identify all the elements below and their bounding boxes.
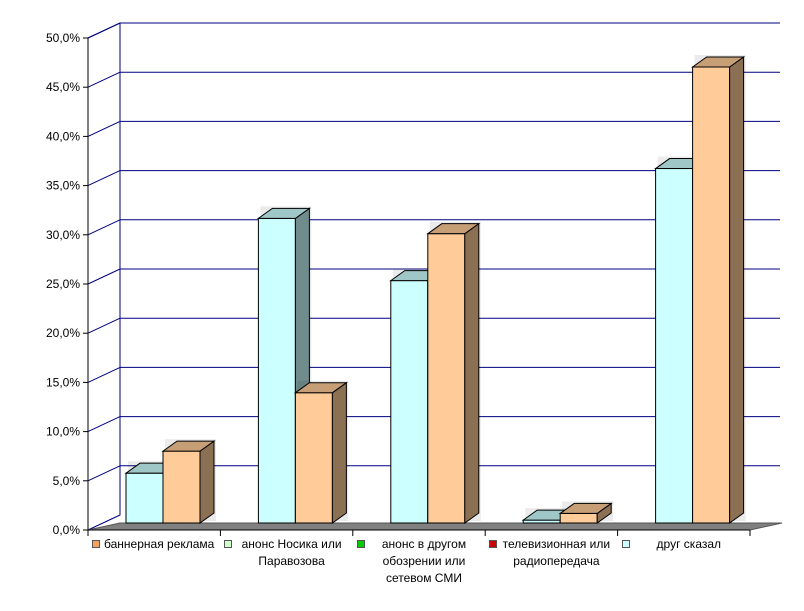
gridline-side bbox=[87, 170, 121, 187]
bar-front bbox=[125, 472, 164, 524]
legend-swatch bbox=[92, 540, 100, 548]
y-tick-label: 30,0% bbox=[46, 228, 80, 242]
bar-front bbox=[559, 512, 598, 524]
legend-swatch bbox=[356, 540, 365, 548]
bar-side bbox=[199, 440, 215, 524]
bar-top bbox=[558, 502, 613, 514]
bar-front bbox=[162, 450, 201, 524]
gridline-side bbox=[87, 465, 121, 482]
category-text-line: баннерная реклама bbox=[104, 537, 215, 551]
y-tick-label: 45,0% bbox=[46, 80, 80, 94]
y-tick-label: 40,0% bbox=[46, 129, 80, 143]
bar bbox=[426, 221, 481, 524]
category-text-line: сетевом СМИ bbox=[386, 571, 462, 585]
category-text: телевизионная или радиопередача bbox=[497, 536, 615, 570]
category-text-line: обозрении или bbox=[382, 554, 466, 568]
y-tick-label: 0,0% bbox=[53, 523, 81, 537]
bar-front bbox=[655, 168, 694, 524]
gridline-side bbox=[87, 317, 121, 334]
y-tick-label: 20,0% bbox=[46, 326, 80, 340]
bar-top bbox=[691, 56, 746, 68]
category-text: анонс в другом обозрении или сетевом СМИ bbox=[365, 536, 483, 587]
y-tick-label: 25,0% bbox=[46, 277, 80, 291]
bar-top bbox=[256, 207, 311, 219]
bars bbox=[124, 54, 746, 524]
bar bbox=[558, 501, 614, 524]
bar bbox=[691, 54, 746, 524]
gridline-side bbox=[87, 120, 121, 137]
y-tick-label: 50,0% bbox=[46, 31, 80, 45]
y-tick-label: 10,0% bbox=[46, 425, 80, 439]
bar-front bbox=[390, 280, 429, 524]
y-axis: 0,0% 5,0% 10,0% 15,0% 20,0% 25,0% 30,0% 35,0% 40… bbox=[46, 31, 89, 537]
bar-side bbox=[464, 222, 480, 524]
bar-top bbox=[161, 440, 216, 452]
category-text: баннерная реклама bbox=[100, 536, 218, 553]
x-category-label: телевизионная или радиопередача bbox=[485, 537, 617, 600]
x-category-label: анонс в другом обозрении или сетевом СМИ bbox=[353, 537, 485, 600]
gridline-side bbox=[87, 416, 121, 433]
bar-front bbox=[427, 233, 466, 524]
category-text-line: анонс в другом bbox=[381, 537, 467, 551]
category-text: друг сказал bbox=[630, 536, 748, 553]
y-tick-label: 35,0% bbox=[46, 179, 80, 193]
y-tick-label: 5,0% bbox=[53, 474, 81, 488]
category-text-line: радиопередача bbox=[513, 554, 600, 568]
category-text-line: телевизионная или bbox=[502, 537, 611, 551]
gridline-side bbox=[87, 22, 121, 39]
gridline-side bbox=[87, 71, 121, 88]
bar bbox=[256, 206, 312, 524]
floor-plane bbox=[87, 522, 783, 531]
bar-side bbox=[729, 56, 745, 524]
bar-front bbox=[294, 392, 333, 524]
bar bbox=[293, 380, 349, 524]
category-text-line: Паравозова bbox=[258, 554, 325, 568]
gridline-side bbox=[87, 268, 121, 285]
x-category-label: друг сказал bbox=[618, 537, 750, 600]
y-tick-label: 15,0% bbox=[46, 375, 80, 389]
gridline-side bbox=[87, 366, 121, 383]
bar bbox=[161, 439, 216, 524]
category-text: анонс Носика или Паравозова bbox=[232, 536, 350, 570]
bar-top bbox=[293, 382, 348, 394]
legend-swatch bbox=[489, 540, 498, 548]
bar-front bbox=[257, 217, 296, 524]
legend-swatch bbox=[224, 540, 233, 548]
gridline-side bbox=[87, 219, 121, 236]
bar-front bbox=[692, 66, 731, 524]
x-category-label: баннерная реклама bbox=[88, 537, 220, 600]
bar-top bbox=[426, 223, 481, 235]
category-text-line: анонс Носика или bbox=[241, 537, 342, 551]
chart-floor bbox=[87, 522, 783, 536]
x-category-label: анонс Носика или Паравозова bbox=[220, 537, 352, 600]
category-text-line: друг сказал bbox=[656, 537, 722, 551]
legend-swatch bbox=[621, 540, 630, 548]
bar-side bbox=[331, 381, 347, 524]
